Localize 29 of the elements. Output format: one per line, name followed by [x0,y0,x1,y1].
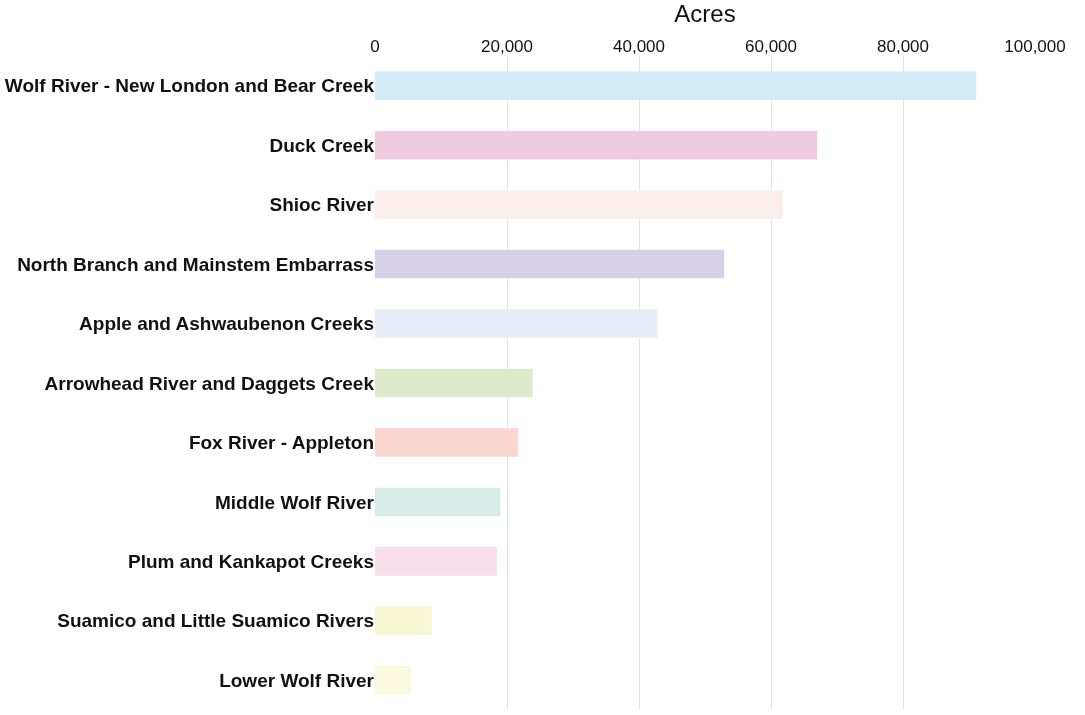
bar [375,547,498,576]
y-tick-label: Suamico and Little Suamico Rivers [57,610,374,632]
x-axis-title: Acres [674,0,736,27]
bar [375,190,783,219]
y-tick-label: Plum and Kankapot Creeks [127,551,374,573]
x-tick-label: 80,000 [877,36,929,56]
y-tick-label: Lower Wolf River [219,669,375,691]
x-tick-label: 20,000 [481,36,533,56]
y-tick-label: Duck Creek [269,134,375,156]
bar [375,428,519,457]
bar [375,606,432,636]
bar [375,249,725,279]
bar [375,309,658,338]
bar [375,487,501,517]
bar [375,130,818,160]
bar [375,666,412,695]
bar [375,368,533,398]
y-tick-label: Shioc River [269,194,375,216]
y-tick-label: North Branch and Mainstem Embarrass [17,253,374,275]
x-tick-label: 0 [370,36,380,56]
y-tick-label: Fox River - Appleton [188,432,374,454]
x-tick-label: 60,000 [745,36,797,56]
x-tick-label: 40,000 [613,36,665,56]
y-tick-label: Arrowhead River and Daggets Creek [44,372,375,394]
x-tick-label: 100,000 [1004,36,1066,56]
bar [375,71,977,100]
y-tick-label: Apple and Ashwaubenon Creeks [79,313,374,335]
y-tick-label: Wolf River - New London and Bear Creek [4,75,375,97]
y-tick-label: Middle Wolf River [214,491,375,513]
